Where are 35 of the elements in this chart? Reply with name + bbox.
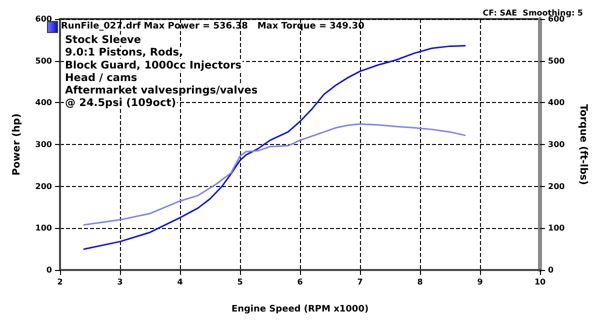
chart-subtitle: CF: SAE Smoothing: 5 [482, 8, 584, 18]
y-tick-label: 400 [35, 98, 52, 108]
y2-axis-title: Torque (ft-lbs) [578, 104, 588, 185]
y-tick-label: 300 [35, 140, 52, 149]
x-tick-label: 5 [237, 278, 244, 286]
x-tick-label: 9 [477, 278, 484, 286]
y-tick-label: 100 [35, 224, 52, 233]
y2-tick-label: 300 [548, 140, 566, 149]
x-tick-label: 10 [534, 278, 546, 286]
annotation: @ 24.5psi (109oct) [65, 97, 176, 110]
x-tick-label: 2 [57, 278, 63, 286]
annotation: Aftermarket valvesprings/valves [65, 84, 258, 96]
y-tick-label: 200 [35, 182, 52, 191]
annotation: Block Guard, 1000cc Injectors [65, 59, 242, 72]
y-axis-title: Power (hp) [12, 113, 22, 176]
x-tick-label: 6 [297, 278, 304, 286]
x-tick-label: 4 [177, 278, 184, 286]
annotation: 9.0:1 Pistons, Rods, [65, 46, 183, 59]
annotation: Head / cams [65, 72, 138, 84]
y-tick-label: 600 [35, 14, 52, 24]
y2-tick-label: 100 [548, 224, 566, 233]
y2-tick-label: 200 [548, 182, 566, 191]
x-tick-label: 3 [117, 278, 123, 286]
y2-tick-label: 500 [548, 56, 566, 66]
annotation: Stock Sleeve [65, 34, 142, 46]
x-axis-title: Engine Speed (RPM x1000) [231, 304, 369, 314]
y2-tick-label: 400 [548, 98, 566, 108]
y2-tick-label: 600 [548, 14, 566, 24]
annotation: RunFile_027.drf Max Power = 536.38 Max Torque = 349.30 [61, 22, 364, 32]
y-tick-label: 500 [35, 56, 52, 66]
x-tick-label: 8 [417, 278, 424, 286]
y2-tick-label: 0 [548, 266, 554, 274]
x-tick-label: 7 [357, 278, 363, 286]
y-tick-label: 0 [46, 266, 52, 274]
line-series [83, 123, 466, 226]
